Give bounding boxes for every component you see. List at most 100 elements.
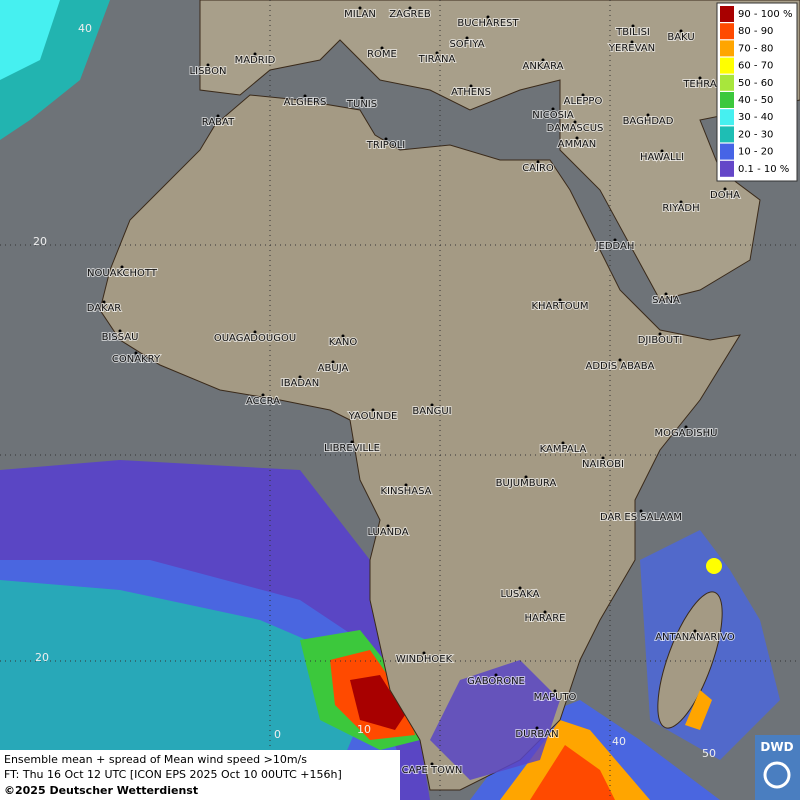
grid-label: 20	[35, 651, 49, 664]
city-dot	[216, 114, 220, 118]
city-dot	[469, 84, 473, 88]
legend-swatch	[720, 40, 734, 57]
city-dot	[435, 51, 439, 55]
legend-swatch	[720, 74, 734, 91]
city-dot	[684, 425, 688, 429]
city-label: OUAGADOUGOU	[214, 333, 296, 344]
logo: DWD	[760, 740, 793, 754]
city-dot	[658, 332, 662, 336]
city-dot	[581, 93, 585, 97]
city-label: LUSAKA	[501, 589, 540, 600]
city-dot	[465, 36, 469, 40]
legend-label: 70 - 80	[738, 43, 773, 54]
land	[99, 94, 742, 791]
legend-label: 20 - 30	[738, 129, 773, 140]
city-dot	[120, 265, 124, 269]
city-dot	[660, 149, 664, 153]
land	[657, 591, 723, 729]
city-label: BUJUMBURA	[496, 478, 557, 489]
legend-label: 80 - 90	[738, 26, 773, 37]
city-label: SANA	[652, 295, 680, 306]
city-label: ALGIERS	[284, 97, 327, 108]
city-dot	[618, 358, 622, 362]
caption: Ensemble mean + spread of Mean wind spee…	[4, 753, 307, 766]
wind-area	[430, 660, 560, 780]
city-labels: MILAN ZAGREB BUCHAREST TBILISI BAKU YEREVAN SO…	[86, 6, 741, 777]
city-label: MADRID	[235, 55, 276, 66]
city-dot	[630, 40, 634, 44]
wind-area	[0, 0, 60, 80]
grid-label: 50	[702, 747, 716, 760]
city-dot	[536, 160, 540, 164]
grid-label: 40	[78, 22, 92, 35]
legend-label: 10 - 20	[738, 147, 773, 158]
city-label: ROME	[367, 49, 397, 60]
city-dot	[303, 94, 307, 98]
legend-label: 90 - 100 %	[738, 9, 792, 20]
city-label: ANTANANARIVO	[655, 632, 735, 643]
legend-swatch	[720, 57, 734, 74]
legend-label: 60 - 70	[738, 61, 773, 72]
city-dot	[486, 15, 490, 19]
city-label: KANO	[329, 337, 358, 348]
city-dot	[386, 524, 390, 528]
city-dot	[253, 330, 257, 334]
city-dot	[331, 360, 335, 364]
city-dot	[561, 441, 565, 445]
city-dot	[261, 393, 265, 397]
city-label: BAGHDAD	[623, 116, 674, 127]
city-label: KAMPALA	[540, 444, 587, 455]
legend-label: 30 - 40	[738, 112, 773, 123]
legend-swatch	[720, 23, 734, 40]
city-label: ATHENS	[451, 87, 491, 98]
city-dot	[679, 29, 683, 33]
city-label: SOFIYA	[449, 39, 484, 50]
city-label: RABAT	[202, 117, 235, 128]
city-label: MILAN	[344, 9, 376, 20]
city-label: ACCRA	[246, 396, 280, 407]
city-dot	[573, 120, 577, 124]
city-dot	[524, 475, 528, 479]
city-label: ADDIS ABABA	[586, 361, 655, 372]
grid-label: 10	[357, 723, 371, 736]
city-label: GABORONE	[467, 676, 525, 687]
city-label: DOHA	[710, 190, 740, 201]
city-label: LISBON	[190, 66, 227, 77]
city-dot	[575, 136, 579, 140]
city-dot	[541, 58, 545, 62]
wind-area	[706, 558, 722, 574]
city-label: DJIBOUTI	[638, 335, 683, 346]
city-dot	[723, 187, 727, 191]
legend-swatch	[720, 126, 734, 143]
city-label: BISSAU	[102, 332, 139, 343]
city-label: DAMASCUS	[547, 123, 604, 134]
city-dot	[693, 629, 697, 633]
legend-swatch	[720, 109, 734, 126]
city-dot	[134, 351, 138, 355]
caption-box	[0, 750, 400, 800]
city-label: BANGUI	[412, 406, 451, 417]
wind-area	[530, 745, 615, 800]
city-label: NAIROBI	[582, 459, 624, 470]
city-label: ALEPPO	[564, 96, 603, 107]
city-label: CONAKRY	[112, 354, 161, 365]
city-dot	[298, 375, 302, 379]
logo-box	[755, 735, 800, 800]
logo-icon	[763, 761, 791, 789]
city-label: DURBAN	[515, 729, 558, 740]
city-label: LIBREVILLE	[324, 443, 380, 454]
city-label: YAOUNDE	[348, 411, 398, 422]
city-label: HAWALLI	[640, 152, 684, 163]
city-dot	[118, 329, 122, 333]
city-label: TRIPOLI	[366, 140, 405, 151]
city-label: ABUJA	[318, 363, 349, 374]
city-label: NICOSIA	[532, 110, 574, 121]
legend-swatch	[720, 6, 734, 22]
city-dot	[543, 610, 547, 614]
legend-label: 40 - 50	[738, 95, 773, 106]
grid-label: 20	[33, 235, 47, 248]
city-label: WINDHOEK	[396, 654, 453, 665]
city-label: MAPUTO	[534, 692, 577, 703]
